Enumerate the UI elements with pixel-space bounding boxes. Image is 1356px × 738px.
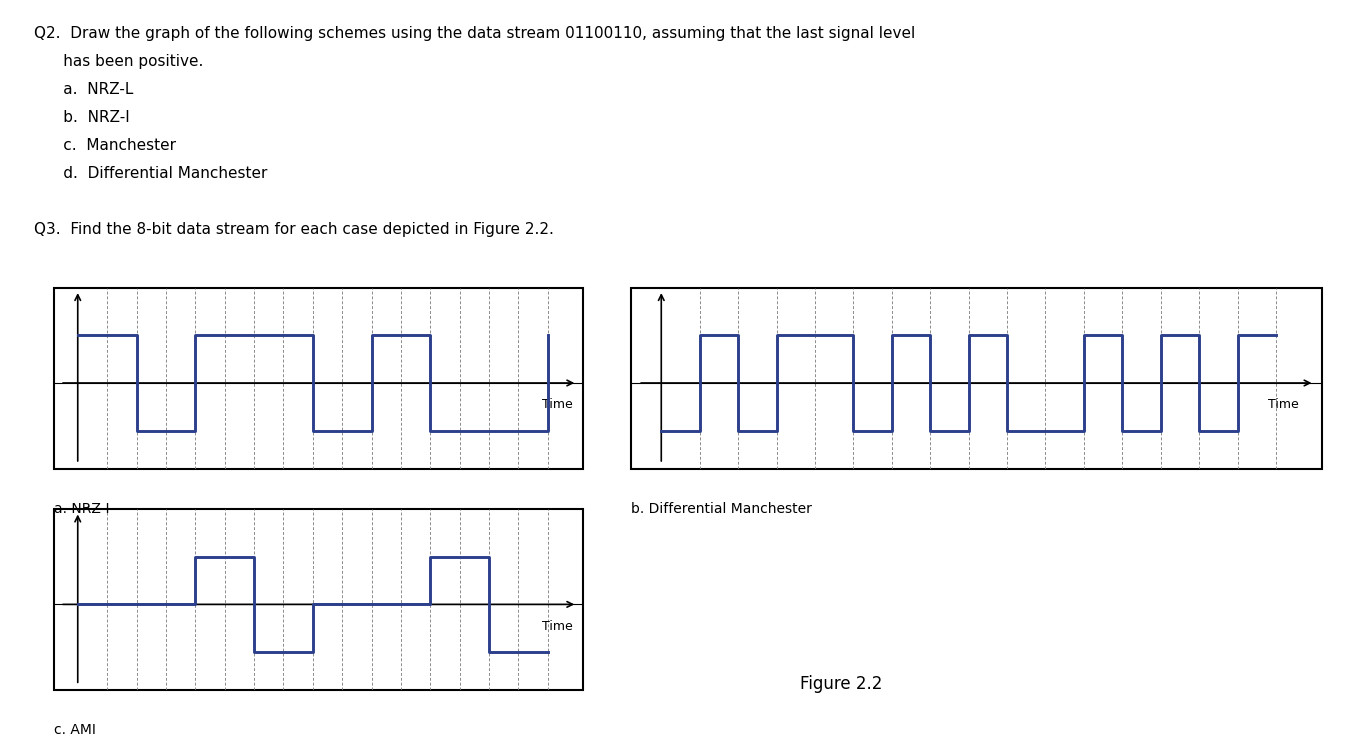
Text: Q2.  Draw the graph of the following schemes using the data stream 01100110, ass: Q2. Draw the graph of the following sche… — [34, 26, 915, 41]
Text: b.  NRZ-I: b. NRZ-I — [34, 110, 130, 125]
Text: Time: Time — [542, 620, 572, 632]
Text: Time: Time — [542, 399, 572, 411]
Text: has been positive.: has been positive. — [34, 54, 203, 69]
Text: Q3.  Find the 8-bit data stream for each case depicted in Figure 2.2.: Q3. Find the 8-bit data stream for each … — [34, 222, 553, 237]
Text: c. AMI: c. AMI — [54, 723, 96, 737]
Bar — [54, 509, 583, 690]
Bar — [54, 288, 583, 469]
Text: b. Differential Manchester: b. Differential Manchester — [631, 502, 811, 516]
Text: a.  NRZ-L: a. NRZ-L — [34, 82, 133, 97]
Text: d.  Differential Manchester: d. Differential Manchester — [34, 166, 267, 181]
Text: Time: Time — [1268, 399, 1299, 411]
Text: Figure 2.2: Figure 2.2 — [800, 675, 881, 693]
Bar — [631, 288, 1322, 469]
Text: c.  Manchester: c. Manchester — [34, 138, 176, 153]
Text: a. NRZ-I: a. NRZ-I — [54, 502, 110, 516]
